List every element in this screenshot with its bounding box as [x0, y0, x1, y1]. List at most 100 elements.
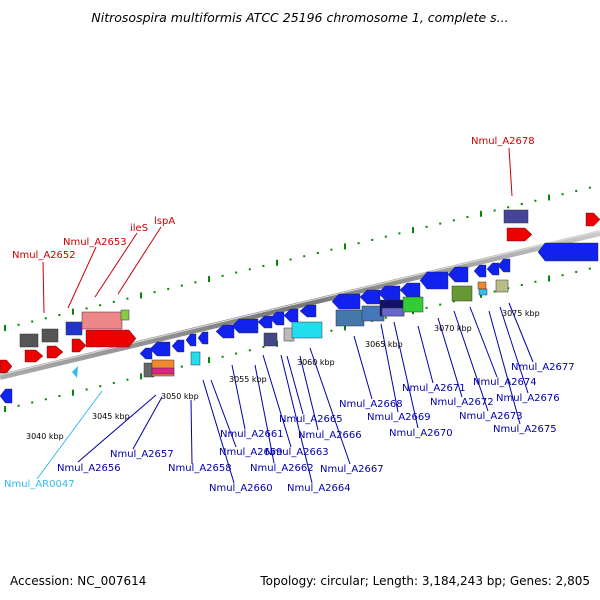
tick-mark — [575, 189, 578, 192]
gene-label-nmul-a2663[interactable]: Nmul_A2663 — [265, 447, 329, 458]
gene-label-nmul-a2660[interactable]: Nmul_A2660 — [209, 483, 273, 494]
gene-label-nmul-a2653[interactable]: Nmul_A2653 — [63, 237, 127, 248]
gene-label-nmul-a2666[interactable]: Nmul_A2666 — [298, 430, 362, 441]
gene-label-nmul-a2676[interactable]: Nmul_A2676 — [496, 393, 560, 404]
gene-label-iles[interactable]: ileS — [130, 223, 148, 234]
gene-label-nmul-a2668[interactable]: Nmul_A2668 — [339, 399, 403, 410]
gene-arrow[interactable] — [46, 345, 64, 359]
gene-arrow[interactable] — [215, 324, 235, 339]
gene-arrow[interactable] — [269, 311, 285, 326]
tick-mark — [248, 349, 251, 352]
gene-arrow[interactable] — [497, 258, 511, 273]
gene-label-nmul-a2677[interactable]: Nmul_A2677 — [511, 362, 575, 373]
leader-line — [254, 364, 275, 464]
gene-arrow[interactable] — [506, 227, 533, 242]
gene-label-nmul-a2659[interactable]: Nmul_A2659 — [219, 447, 283, 458]
tick-mark — [58, 394, 61, 397]
gene-arrow[interactable] — [331, 293, 361, 310]
gene-label-nmul-a2662[interactable]: Nmul_A2662 — [250, 463, 314, 474]
tick-mark — [221, 274, 224, 277]
gene-label-nmul-a2673[interactable]: Nmul_A2673 — [459, 411, 523, 422]
gene-label-nmul-a2652[interactable]: Nmul_A2652 — [12, 250, 76, 261]
gene-label-nmul-a2667[interactable]: Nmul_A2667 — [320, 464, 384, 475]
gene-box[interactable] — [19, 333, 39, 348]
tick-mark — [588, 267, 591, 270]
gene-features[interactable] — [0, 209, 600, 404]
gene-arrow[interactable] — [85, 329, 137, 348]
gene-box[interactable] — [190, 351, 201, 366]
tick-mark — [167, 287, 170, 290]
gene-arrow[interactable] — [139, 347, 153, 360]
gene-label-nmul-a2656[interactable]: Nmul_A2656 — [57, 463, 121, 474]
gene-arrow[interactable] — [185, 333, 197, 347]
gene-arrow[interactable] — [399, 282, 421, 298]
gene-arrow[interactable] — [473, 264, 487, 278]
gene-box[interactable] — [477, 281, 487, 290]
gene-label-nmul-a2669[interactable]: Nmul_A2669 — [367, 412, 431, 423]
leader-line — [286, 355, 304, 415]
gene-box[interactable] — [381, 307, 405, 317]
gene-arrow[interactable] — [283, 308, 299, 323]
gene-arrow[interactable] — [486, 262, 500, 276]
gene-label-nmul-a2670[interactable]: Nmul_A2670 — [389, 428, 453, 439]
gene-arrow[interactable] — [257, 315, 273, 329]
leader-line — [117, 226, 162, 295]
gene-label-nmul-a2664[interactable]: Nmul_A2664 — [287, 483, 351, 494]
gene-arrow[interactable] — [149, 341, 171, 357]
gene-label-lspa[interactable]: lspA — [154, 216, 175, 227]
tick-mark — [112, 300, 115, 303]
leader-line — [280, 354, 313, 484]
tick-mark — [493, 290, 496, 293]
scale-label: 3070 kbp — [434, 324, 472, 333]
gene-arrow[interactable] — [447, 266, 469, 283]
gene-box[interactable] — [495, 279, 509, 293]
leader-line — [417, 325, 434, 384]
tick-mark — [17, 404, 20, 407]
gene-box[interactable] — [120, 309, 130, 321]
gene-arrow[interactable] — [197, 331, 209, 345]
gene-label-nmul-a2675[interactable]: Nmul_A2675 — [493, 424, 557, 435]
gene-box[interactable] — [335, 309, 365, 327]
gene-box[interactable] — [81, 311, 123, 330]
rna-feature[interactable] — [72, 366, 78, 378]
tick-mark — [466, 216, 469, 219]
gene-box[interactable] — [41, 328, 59, 343]
gene-label-nmul-ar0047[interactable]: Nmul_AR0047 — [4, 479, 75, 490]
gene-arrow[interactable] — [585, 212, 600, 227]
gene-box[interactable] — [65, 321, 83, 336]
gene-arrow[interactable] — [0, 359, 13, 374]
gene-box[interactable] — [402, 296, 424, 313]
gene-arrow[interactable] — [171, 339, 185, 353]
gene-label-nmul-a2657[interactable]: Nmul_A2657 — [110, 449, 174, 460]
gene-box[interactable] — [451, 285, 473, 302]
gene-label-nmul-a2665[interactable]: Nmul_A2665 — [279, 414, 343, 425]
gene-arrow[interactable] — [419, 271, 449, 290]
gene-label-nmul-a2672[interactable]: Nmul_A2672 — [430, 397, 494, 408]
gene-label-nmul-a2661[interactable]: Nmul_A2661 — [220, 429, 284, 440]
leader-line — [508, 147, 513, 197]
gene-arrow[interactable] — [537, 242, 599, 262]
gene-arrow[interactable] — [377, 285, 401, 301]
gene-box[interactable] — [151, 367, 175, 375]
gene-box[interactable] — [478, 288, 488, 296]
gene-arrow[interactable] — [24, 349, 44, 363]
gene-label-nmul-a2678[interactable]: Nmul_A2678 — [471, 136, 535, 147]
gene-box[interactable] — [503, 209, 529, 224]
gene-arrow[interactable] — [231, 318, 259, 334]
map-title: Nitrosospira multiformis ATCC 25196 chro… — [91, 10, 509, 25]
gene-arrow[interactable] — [299, 304, 317, 318]
tick-mark — [575, 270, 578, 273]
gene-arrow[interactable] — [0, 388, 13, 404]
tick-mark — [235, 271, 238, 274]
gene-label-nmul-a2658[interactable]: Nmul_A2658 — [168, 463, 232, 474]
tick-mark — [85, 307, 88, 310]
tick-mark — [480, 210, 482, 217]
gene-label-nmul-a2674[interactable]: Nmul_A2674 — [473, 377, 537, 388]
gene-label-nmul-a2671[interactable]: Nmul_A2671 — [402, 383, 466, 394]
gene-box[interactable] — [263, 332, 278, 347]
gene-box[interactable] — [291, 321, 323, 339]
tick-mark — [44, 317, 47, 320]
tick-mark — [208, 357, 210, 364]
gene-arrow[interactable] — [71, 338, 87, 353]
